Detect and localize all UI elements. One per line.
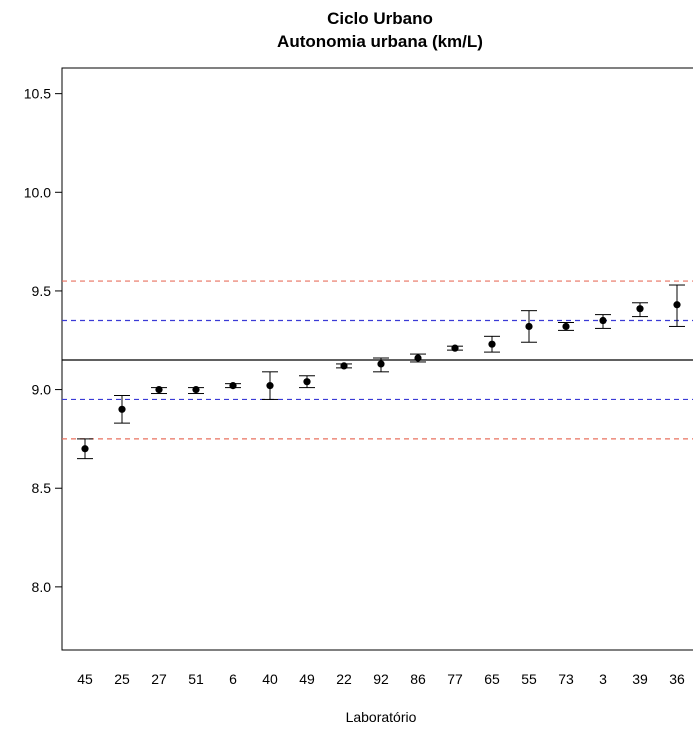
data-point-0 <box>81 445 89 453</box>
x-tick-label-8: 92 <box>373 671 389 687</box>
x-tick-label-3: 51 <box>188 671 204 687</box>
x-axis: 45 25 27 51 6 40 49 22 92 86 77 65 55 73 3 39 36 <box>77 671 685 687</box>
x-tick-label-12: 55 <box>521 671 537 687</box>
data-point-9 <box>414 354 422 362</box>
x-tick-label-7: 22 <box>336 671 352 687</box>
data-point-12 <box>525 322 533 331</box>
x-tick-label-5: 40 <box>262 671 278 687</box>
y-tick-label-5: 10.5 <box>24 86 51 102</box>
x-tick-label-16: 36 <box>669 671 685 687</box>
data-point-1 <box>118 405 126 413</box>
plot-frame <box>61 67 693 651</box>
x-tick-label-9: 86 <box>410 671 426 687</box>
x-tick-label-11: 65 <box>484 671 500 687</box>
x-tick-label-1: 25 <box>114 671 130 687</box>
data-point-13 <box>562 322 570 331</box>
error-bars <box>77 284 685 460</box>
data-points <box>81 301 681 453</box>
x-axis-label: Laboratório <box>346 709 417 725</box>
x-tick-label-13: 73 <box>558 671 574 687</box>
data-point-5 <box>266 382 274 390</box>
data-point-15 <box>636 305 644 313</box>
x-tick-label-6: 49 <box>299 671 315 687</box>
x-tick-label-14: 3 <box>599 671 607 687</box>
data-point-2 <box>155 385 163 394</box>
reference-lines <box>62 280 693 440</box>
data-point-7 <box>340 362 348 370</box>
data-point-11 <box>488 340 496 348</box>
y-tick-label-0: 8.0 <box>32 579 52 595</box>
y-tick-label-2: 9.0 <box>32 382 52 398</box>
x-tick-label-0: 45 <box>77 671 93 687</box>
y-tick-label-4: 10.0 <box>24 184 51 200</box>
y-tick-label-3: 9.5 <box>32 283 52 299</box>
chart-title: Ciclo Urbano <box>327 9 433 28</box>
data-point-10 <box>451 344 459 352</box>
data-point-3 <box>192 385 200 394</box>
data-point-6 <box>303 378 311 386</box>
data-point-16 <box>673 301 681 309</box>
x-tick-label-10: 77 <box>447 671 463 687</box>
y-tick-label-1: 8.5 <box>32 480 52 496</box>
y-axis: 8.0 8.5 9.0 9.5 10.0 10.5 <box>24 86 62 595</box>
x-tick-label-15: 39 <box>632 671 648 687</box>
data-point-14 <box>599 316 607 325</box>
data-point-4 <box>229 382 237 390</box>
data-point-8 <box>377 360 385 368</box>
x-tick-label-4: 6 <box>229 671 237 687</box>
x-tick-label-2: 27 <box>151 671 167 687</box>
chart-subtitle: Autonomia urbana (km/L) <box>277 32 483 51</box>
